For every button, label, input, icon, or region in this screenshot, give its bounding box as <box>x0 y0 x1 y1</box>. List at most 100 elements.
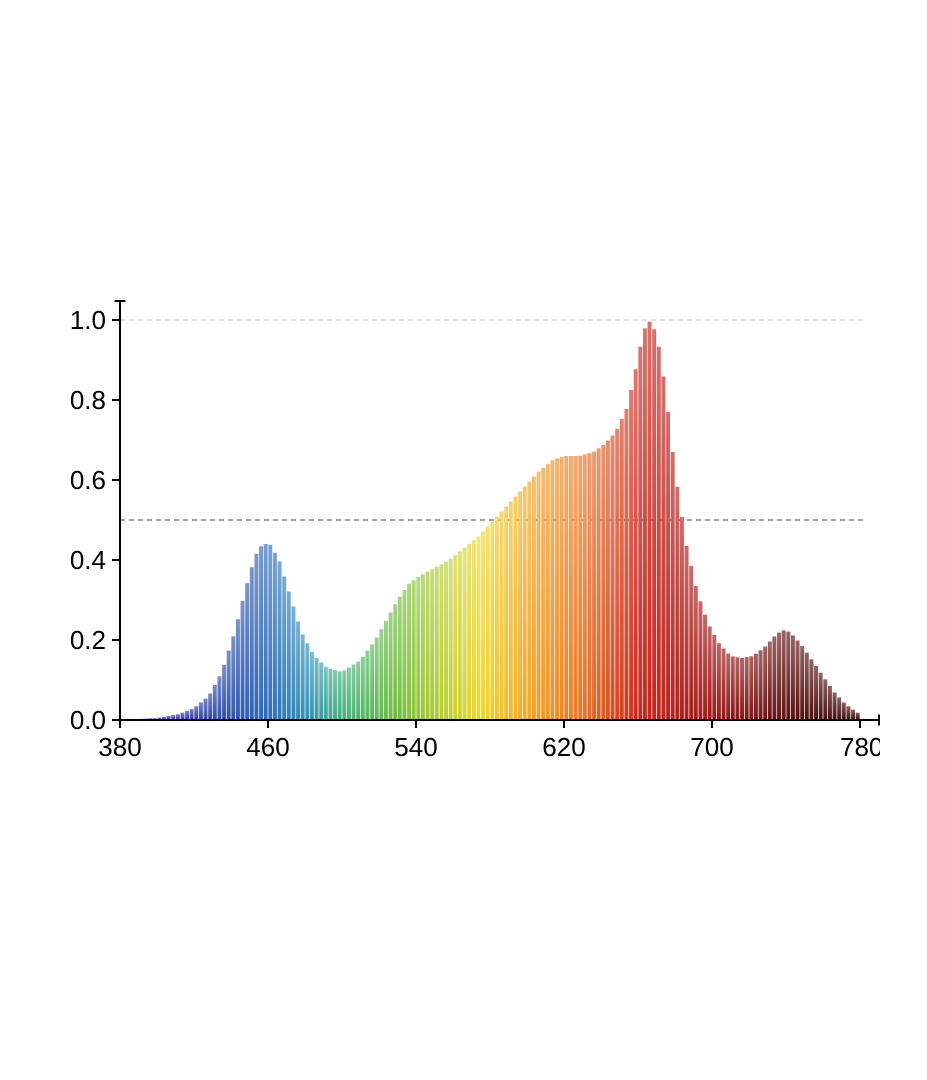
spectrum-bar <box>782 630 786 720</box>
spectrum-bar <box>236 619 240 720</box>
spectrum-bar <box>310 652 314 720</box>
spectrum-bar <box>338 671 342 720</box>
spectrum-bar <box>856 713 860 720</box>
y-tick-label: 0.0 <box>70 705 106 735</box>
spectrum-bar <box>264 544 268 720</box>
spectrum-bar <box>583 454 587 720</box>
spectrum-bar <box>606 441 610 721</box>
spectrum-bar <box>282 577 286 721</box>
spectrum-bar <box>296 622 300 721</box>
spectrum-bar <box>819 673 823 720</box>
spectrum-bar <box>486 527 490 721</box>
spectrum-bar <box>523 487 527 721</box>
spectrum-bar <box>217 676 221 720</box>
spectrum-bar <box>518 492 522 721</box>
spectrum-bar <box>254 554 258 720</box>
spectrum-bar <box>421 574 425 720</box>
spectrum-bar <box>398 597 402 720</box>
spectrum-bar <box>708 627 712 721</box>
spectrum-bar <box>328 669 332 720</box>
spectrum-bar <box>463 548 467 720</box>
spectrum-bar <box>185 711 189 720</box>
spectrum-bar <box>726 654 730 721</box>
spectrum-bar <box>180 713 184 720</box>
spectrum-bar <box>504 507 508 721</box>
y-axis-arrow <box>114 300 126 302</box>
spectrum-bar <box>532 477 536 721</box>
spectrum-bar <box>689 566 693 720</box>
x-tick-label: 700 <box>690 732 733 762</box>
spectrum-bar <box>222 665 226 720</box>
spectrum-bar <box>278 562 282 721</box>
spectrum-bar <box>675 487 679 720</box>
spectrum-bar <box>347 668 351 721</box>
spectrum-bar <box>805 653 809 720</box>
spectrum-bar <box>569 456 573 720</box>
spectrum-bar <box>259 546 263 720</box>
spectrum-bar <box>550 460 554 720</box>
spectrum-bar <box>245 583 249 720</box>
spectrum-bar <box>772 637 776 721</box>
spectrum-bar <box>809 659 813 720</box>
spectrum-bar <box>814 666 818 720</box>
spectrum-bar <box>592 452 596 720</box>
spectrum-bar <box>833 693 837 721</box>
spectrum-bar <box>800 646 804 720</box>
spectrum-bar <box>476 536 480 720</box>
spectrum-bar <box>740 658 744 720</box>
spectrum-bar <box>837 698 841 721</box>
spectrum-bar <box>500 512 504 721</box>
spectrum-bar <box>759 650 763 720</box>
spectrum-bar <box>786 632 790 720</box>
spectrum-bar <box>190 709 194 720</box>
spectrum-bar <box>694 586 698 720</box>
spectrum-bar <box>495 517 499 721</box>
spectrum-bar <box>574 456 578 720</box>
spectrum-bar <box>342 671 346 721</box>
x-axis-arrow <box>878 714 880 726</box>
spectrum-bar <box>587 453 591 720</box>
spectrum-bar <box>823 679 827 720</box>
spectrum-bar <box>685 546 689 720</box>
spectrum-bar <box>541 468 545 720</box>
x-tick-label: 380 <box>98 732 141 762</box>
spectrum-bar <box>467 544 471 720</box>
spectrum-bar <box>846 706 850 720</box>
spectrum-bar <box>578 456 582 720</box>
spectrum-bar <box>352 665 356 721</box>
spectrum-bar <box>597 448 601 720</box>
spectrum-bar <box>749 656 753 720</box>
spectrum-bar <box>601 445 605 720</box>
spectrum-bar <box>449 559 453 720</box>
spectrum-bar <box>513 497 517 721</box>
spectrum-bar <box>796 641 800 721</box>
spectrum-bar <box>629 390 633 720</box>
spectrum-bar <box>763 647 767 721</box>
spectrum-bar <box>722 649 726 721</box>
spectrum-bar <box>754 654 758 720</box>
spectrum-bar <box>564 456 568 720</box>
spectrum-bar <box>735 657 739 720</box>
spectrum-bar <box>680 517 684 720</box>
spectrum-bar <box>250 567 254 720</box>
spectrum-bar <box>435 567 439 720</box>
spectrum-bar <box>560 457 564 720</box>
spectrum-bar <box>731 656 735 720</box>
spectrum-bar <box>389 613 393 721</box>
spectrum-bar <box>698 601 702 720</box>
spectrum-bar <box>666 412 670 720</box>
x-tick-label: 540 <box>394 732 437 762</box>
spectrum-bar <box>624 409 628 720</box>
spectrum-bar <box>379 629 383 720</box>
spectrum-bar <box>273 553 277 720</box>
spectrum-bar <box>555 459 559 721</box>
spectrum-bar <box>472 540 476 720</box>
spectrum-bar <box>652 329 656 720</box>
chart-svg: 380460540620700780 nm0.00.20.40.60.81.0 <box>50 300 880 800</box>
spectrum-bar <box>407 584 411 720</box>
spectrum-bar <box>231 636 235 720</box>
spectrum-bar <box>717 643 721 720</box>
spectrum-bar <box>426 572 430 720</box>
spectrum-bar <box>745 657 749 720</box>
x-tick-label: 460 <box>246 732 289 762</box>
